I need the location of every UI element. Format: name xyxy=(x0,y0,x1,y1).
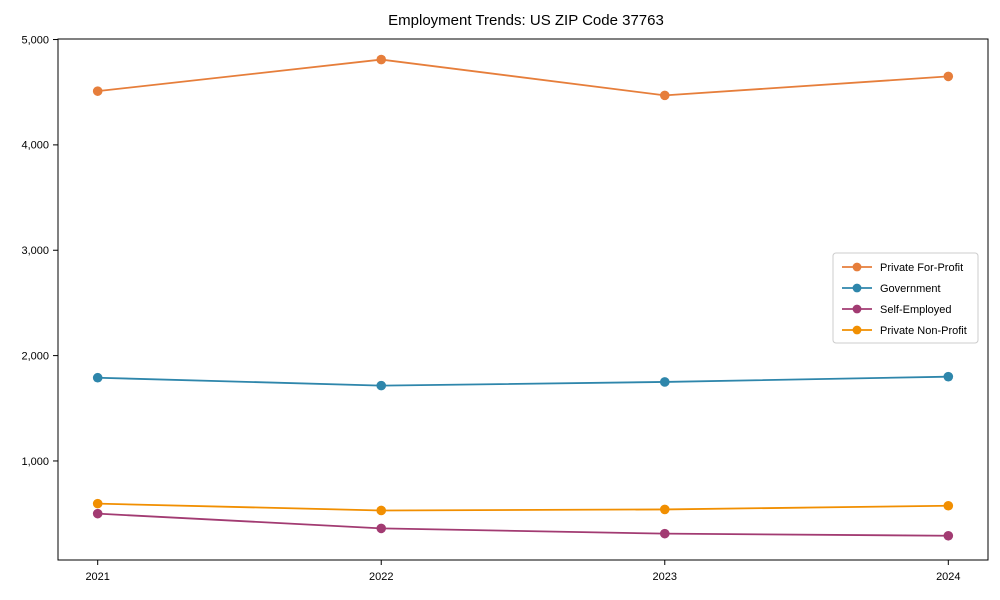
point-series2-x2022 xyxy=(376,523,387,534)
legend-label: Private For-Profit xyxy=(880,262,963,274)
legend-marker-dot xyxy=(852,304,862,314)
point-series1-x2024 xyxy=(943,371,954,382)
point-series0-x2023 xyxy=(659,90,670,101)
point-series3-x2024 xyxy=(943,500,954,511)
point-series0-x2024 xyxy=(943,71,954,82)
point-series1-x2022 xyxy=(376,380,387,391)
y-tick-label: 1,000 xyxy=(21,456,49,468)
x-tick-label: 2024 xyxy=(936,571,960,583)
point-series2-x2023 xyxy=(659,528,670,539)
legend-label: Private Non-Profit xyxy=(880,325,967,337)
y-tick-label: 2,000 xyxy=(21,350,49,362)
legend-label: Government xyxy=(880,283,941,295)
y-tick-label: 4,000 xyxy=(21,140,49,152)
legend-box xyxy=(832,252,979,344)
point-series1-x2021 xyxy=(92,372,103,383)
legend-label: Self-Employed xyxy=(880,304,952,316)
line-private-non-profit xyxy=(97,502,949,512)
x-tick-label: 2023 xyxy=(653,571,677,583)
axes-box xyxy=(57,38,989,561)
point-series2-x2024 xyxy=(943,530,954,541)
point-series2-x2021 xyxy=(92,508,103,519)
line-self-employed xyxy=(97,512,949,537)
legend-marker-dot xyxy=(852,325,862,335)
point-series0-x2021 xyxy=(92,86,103,96)
x-tick-label: 2021 xyxy=(85,571,109,583)
point-series1-x2023 xyxy=(659,377,670,387)
legend-marker-dot xyxy=(852,283,862,293)
line-government xyxy=(97,375,949,387)
legend-marker-dot xyxy=(852,262,862,272)
point-series0-x2022 xyxy=(376,54,387,65)
line-private-for-profit xyxy=(97,58,949,97)
point-series3-x2023 xyxy=(659,504,670,515)
x-tick-label: 2022 xyxy=(369,571,393,583)
chart-title: Employment Trends: US ZIP Code 37763 xyxy=(388,12,664,29)
point-series3-x2021 xyxy=(92,498,103,509)
y-tick-label: 3,000 xyxy=(21,245,49,257)
point-series3-x2022 xyxy=(376,505,387,516)
y-tick-label: 5,000 xyxy=(21,34,49,46)
